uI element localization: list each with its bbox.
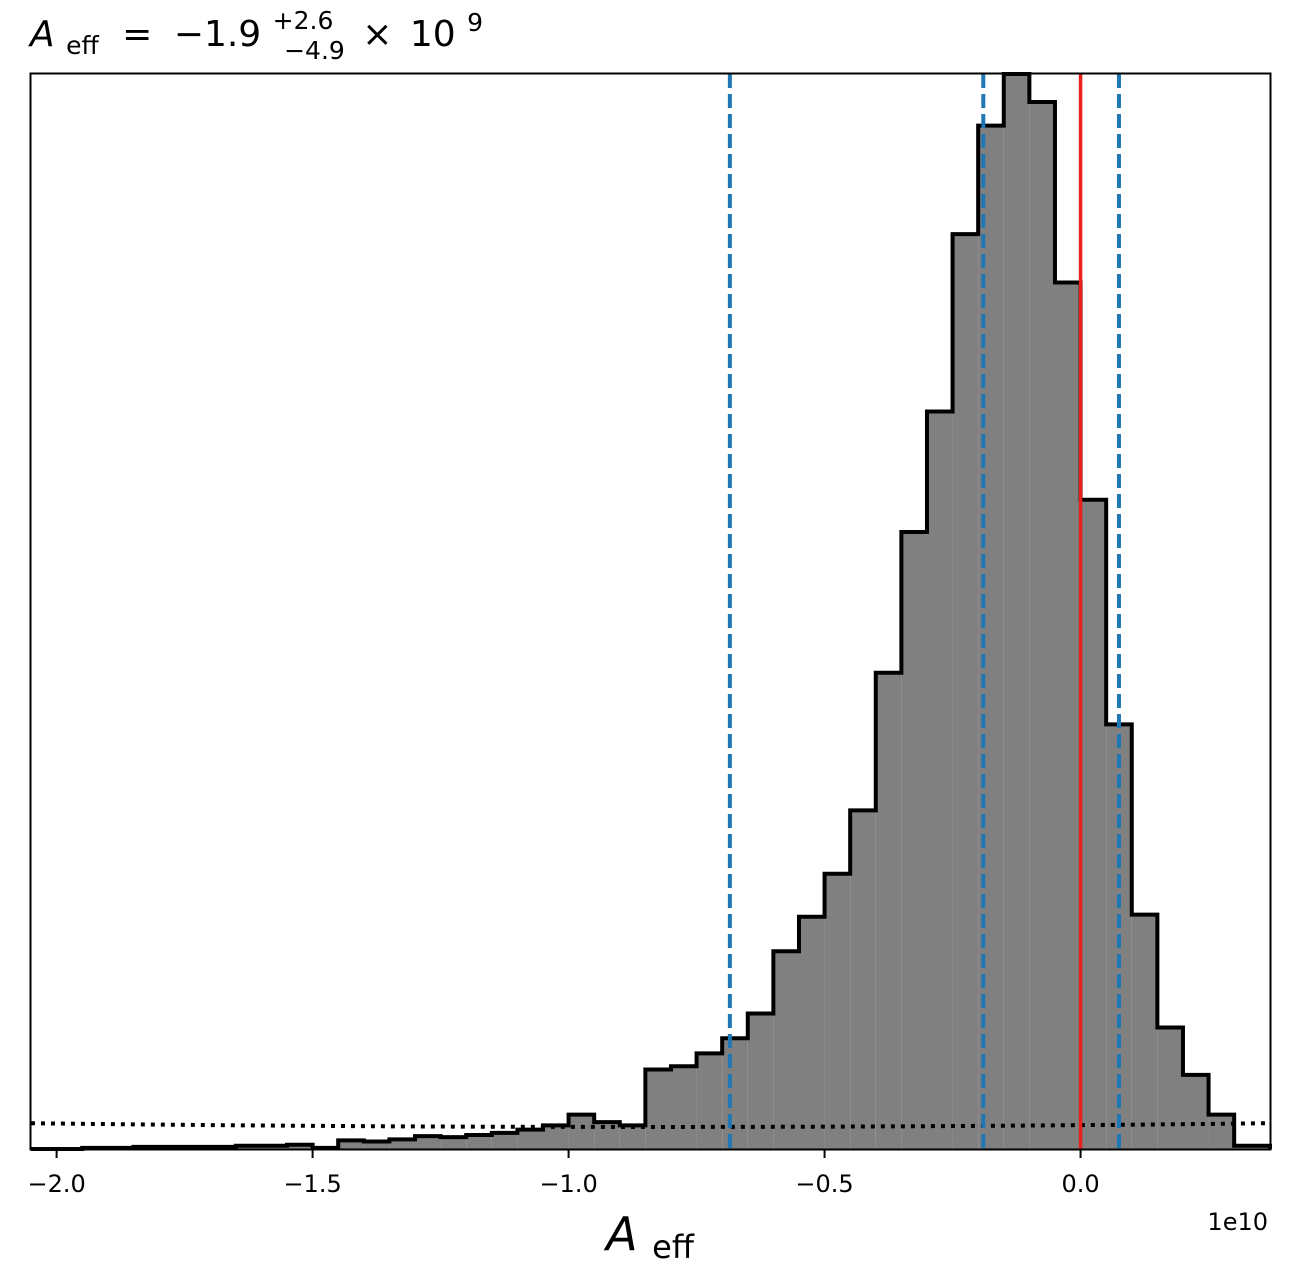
histogram-bar bbox=[875, 672, 902, 1149]
histogram-bar bbox=[542, 1125, 569, 1149]
axes-frame bbox=[29, 72, 1272, 1151]
x-tick-label: 0.0 bbox=[1061, 1170, 1099, 1198]
histogram-bar bbox=[696, 1053, 723, 1149]
x-axis-ticks: −2.0 −1.5 −1.0 −0.5 0.0 bbox=[27, 1149, 1100, 1198]
histogram-bar bbox=[568, 1114, 595, 1149]
histogram-bar bbox=[286, 1144, 313, 1149]
histogram-bar bbox=[926, 411, 953, 1149]
histogram-bar bbox=[773, 951, 799, 1149]
histogram-bar bbox=[517, 1129, 543, 1149]
histogram-bar bbox=[466, 1135, 492, 1149]
x-axis-scale-label: 1e10 bbox=[1207, 1208, 1268, 1236]
x-tick-label: −1.0 bbox=[539, 1170, 597, 1198]
histogram-bar bbox=[850, 810, 876, 1149]
histogram-bar bbox=[338, 1140, 364, 1149]
histogram-bar bbox=[1208, 1114, 1235, 1149]
histogram-bar bbox=[1131, 914, 1158, 1149]
histogram-bar bbox=[363, 1141, 390, 1149]
histogram-bar bbox=[1054, 282, 1081, 1149]
histogram-bar bbox=[952, 234, 979, 1150]
histogram-bar bbox=[901, 531, 927, 1149]
x-tick-label: −0.5 bbox=[795, 1170, 853, 1198]
histogram-bar bbox=[798, 916, 825, 1149]
histogram-bar bbox=[1029, 101, 1055, 1150]
histogram-bar bbox=[645, 1069, 671, 1149]
histogram-bar bbox=[440, 1137, 467, 1149]
prior-dotted-line bbox=[30, 1121, 1271, 1129]
x-tick-label: −1.5 bbox=[283, 1170, 341, 1198]
chart-title: A eff = −1.9 +2.6 −4.9 × 10 9 bbox=[28, 0, 483, 68]
histogram-bar bbox=[722, 1038, 748, 1149]
histogram-bar bbox=[389, 1139, 415, 1149]
x-tick-label: −2.0 bbox=[27, 1170, 85, 1198]
plot-area bbox=[30, 72, 1272, 1151]
histogram-bar bbox=[491, 1132, 518, 1149]
histogram-bar bbox=[824, 873, 851, 1149]
histogram-bar bbox=[619, 1125, 646, 1149]
histogram-bar bbox=[594, 1122, 620, 1149]
histogram-bar bbox=[414, 1136, 441, 1149]
histogram-bar bbox=[1080, 499, 1107, 1149]
x-axis-label: A eff bbox=[603, 1207, 695, 1266]
histogram-bar bbox=[1182, 1074, 1209, 1149]
histogram-bar bbox=[1003, 74, 1030, 1149]
histogram-bar bbox=[1157, 1027, 1183, 1149]
histogram-bar bbox=[670, 1066, 697, 1149]
